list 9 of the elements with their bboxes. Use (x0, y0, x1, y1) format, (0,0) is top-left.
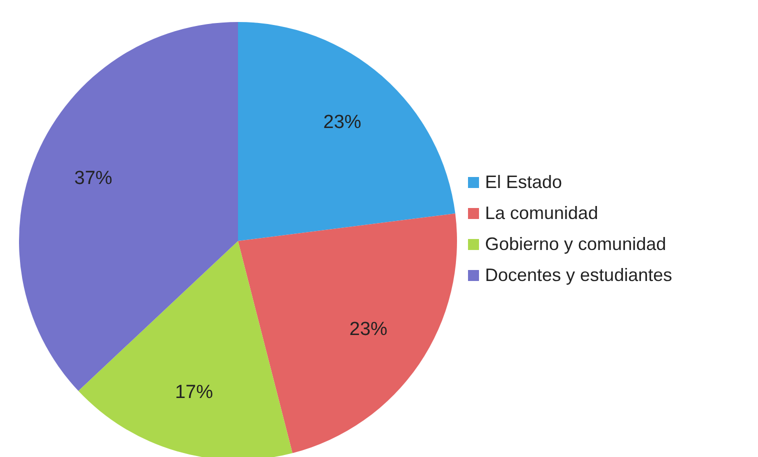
legend-label: La comunidad (485, 202, 598, 224)
pie-slice (238, 22, 456, 241)
data-label: 37% (74, 168, 112, 189)
data-label: 23% (349, 319, 388, 340)
legend-label: El Estado (485, 170, 562, 194)
data-label: 23% (323, 112, 362, 134)
legend-label: Docentes y estudiantes (485, 264, 672, 287)
data-label: 17% (174, 382, 214, 403)
legend-label: Gobierno y comunidad (485, 232, 666, 256)
